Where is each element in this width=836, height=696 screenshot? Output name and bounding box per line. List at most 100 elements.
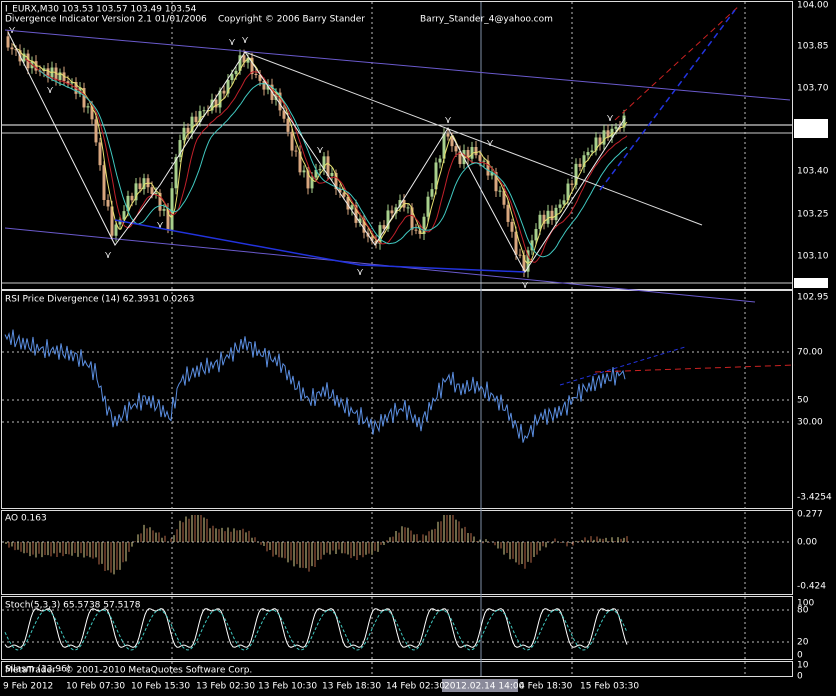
candle-body: [594, 137, 598, 151]
candle-body: [518, 254, 522, 256]
candle-body: [186, 127, 190, 134]
email: Barry_Stander_4@yahoo.com: [420, 15, 553, 25]
candle-body: [406, 207, 410, 209]
price-label: 103.40: [797, 167, 829, 177]
candle-body: [566, 183, 570, 201]
candle-body: [154, 192, 158, 195]
price-box: [794, 128, 828, 138]
panel-axis-label: 20: [797, 638, 809, 648]
candle-body: [342, 192, 346, 197]
fractal: ⋎: [444, 115, 451, 126]
candle-body: [126, 195, 130, 212]
fractal: ⋎: [316, 145, 323, 156]
candle-body: [46, 68, 50, 78]
fractal: ⋎: [228, 37, 235, 48]
panel-axis-label: -0.424: [797, 582, 826, 592]
candle-body: [622, 115, 626, 128]
trend-lines: [4, 4, 796, 386]
candle-body: [290, 131, 294, 151]
candle-body: [338, 189, 342, 193]
candle-body: [502, 190, 506, 205]
fractal: ⋎: [521, 280, 528, 291]
fractal: ⋎: [156, 220, 163, 231]
cursor-time-box: [442, 679, 518, 692]
panel-axis-label: 50: [797, 396, 809, 406]
candle-body: [310, 177, 314, 189]
time-label: 2012.02.14 14:00: [444, 682, 525, 692]
candle-body: [142, 178, 146, 190]
price-label: 102.95: [797, 293, 829, 303]
candle-body: [130, 195, 134, 201]
candle-body: [302, 170, 306, 173]
panel-axis-label: 0.00: [797, 538, 817, 548]
candle-body: [586, 152, 590, 156]
header: I_EURX,M30 103.53 103.57 103.49 103.54 D…: [5, 5, 553, 25]
candle-body: [422, 216, 426, 234]
candle-body: [182, 127, 186, 141]
candle-body: [138, 183, 142, 190]
candle-body: [482, 160, 486, 162]
candle-body: [530, 240, 534, 251]
price-label: 103.85: [797, 42, 829, 52]
candle-body: [70, 81, 74, 84]
candle-body: [378, 225, 382, 244]
candle-body: [178, 140, 182, 158]
candle-body: [562, 200, 566, 205]
candle-body: [234, 70, 238, 75]
candle-body: [202, 110, 206, 112]
candle-body: [346, 196, 350, 210]
candle-body: [526, 250, 530, 272]
candle-body: [218, 90, 222, 108]
panel-borders: [1, 1, 793, 677]
candle-body: [282, 110, 286, 119]
time-label: 13 Feb 10:30: [258, 682, 317, 692]
price-label: 103.54: [797, 129, 829, 139]
vertical-grid: [171, 2, 746, 676]
candle-body: [334, 172, 338, 190]
candle-body: [454, 146, 458, 152]
candle-body: [214, 99, 218, 108]
candle-body: [94, 119, 98, 143]
candle-body: [498, 190, 502, 192]
candle-body: [242, 55, 246, 63]
candle-body: [506, 204, 510, 222]
candle-body: [106, 199, 110, 207]
candle-body: [90, 106, 94, 120]
price-label: 103.70: [797, 84, 829, 94]
candle-body: [158, 192, 162, 211]
candle-body: [222, 90, 226, 94]
candle-body: [458, 151, 462, 165]
candle-body: [170, 188, 174, 230]
candle-body: [426, 196, 430, 217]
candle-body: [274, 92, 278, 100]
panel-title: Silasm (13,96): [5, 665, 70, 675]
candle-body: [570, 183, 574, 185]
candle-body: [542, 214, 546, 224]
candle-body: [322, 156, 326, 170]
price-label: 104.00: [797, 1, 829, 11]
price-box: [794, 278, 828, 288]
candle-body: [438, 158, 442, 163]
panel-title: Stoch(5,3,3) 65.5738 57.5178: [5, 601, 141, 611]
candle-body: [382, 225, 386, 229]
candle-body: [10, 47, 14, 50]
copyright: Copyright © 2006 Barry Stander: [218, 15, 365, 25]
candle-body: [226, 79, 230, 94]
candle-body: [606, 130, 610, 138]
candle-body: [174, 157, 178, 189]
time-label: 13 Feb 18:30: [322, 682, 381, 692]
candle-body: [230, 74, 234, 80]
candle-body: [558, 204, 562, 208]
candle-body: [314, 169, 318, 178]
candle-body: [298, 151, 302, 173]
candle-body: [414, 229, 418, 231]
panel-axis-label: 70.00: [797, 348, 823, 358]
ma-red: [24, 58, 628, 263]
candle-body: [470, 147, 474, 159]
candle-body: [254, 74, 258, 76]
time-label: 10 Feb 15:30: [131, 682, 190, 692]
fractal: ⋎: [241, 35, 248, 46]
candle-body: [554, 207, 558, 221]
candle-body: [510, 221, 514, 232]
candle-body: [362, 218, 366, 233]
